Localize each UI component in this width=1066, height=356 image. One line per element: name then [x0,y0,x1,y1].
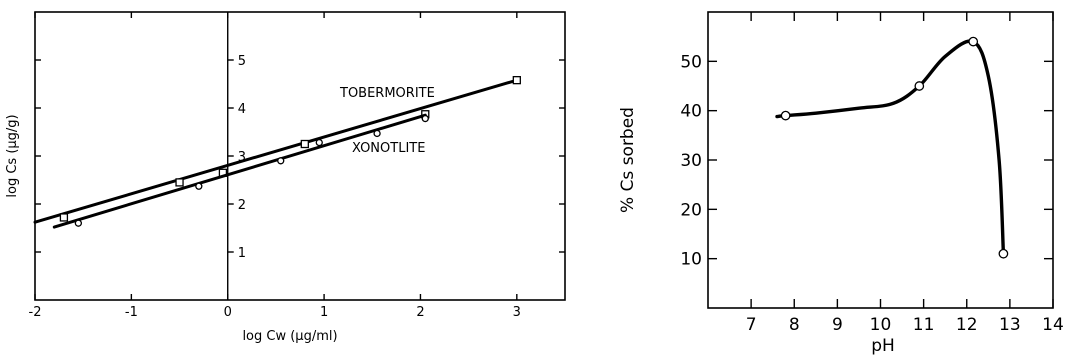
y-tick-label: 5 [238,54,246,69]
y-tick-label: 4 [238,102,246,117]
y-tick-label: 2 [238,198,246,213]
series-tobermorite: TOBERMORITE [33,76,521,224]
data-point-circle [998,248,1009,259]
plot-frame [707,11,1054,309]
data-point-square [59,213,69,222]
series-label: TOBERMORITE [339,86,435,101]
x-tick-label: 9 [832,315,843,335]
data-point-circle [315,138,323,147]
x-tick-label: -1 [125,305,138,320]
y-tick-label: 1 [238,246,246,261]
data-point-square [175,178,184,187]
x-tick-label: 2 [416,305,424,320]
x-tick-label: 11 [913,315,935,335]
x-tick-label: 7 [746,315,757,335]
y-axis-title: log Cs (µg/g) [5,114,20,197]
data-point-circle [421,114,429,123]
fit-line [52,113,427,229]
chart-2: 10 20 30 40 50 7 8 9 10 11 12 13 14 pH % Cs sorbed [618,11,1064,356]
x-tick-label: 10 [870,315,892,335]
data-point-circle [195,182,203,190]
x-tick-label: 3 [513,305,521,320]
data-point-circle [277,157,285,165]
x-axis-title: pH [871,336,895,356]
fit-line [33,78,519,224]
plot-frame [34,11,566,301]
y-tick-label: 20 [680,200,702,220]
data-point-circle [914,81,925,91]
x-tick-label: 1 [320,305,328,320]
chart-1: 1 2 3 4 5 -2 -1 0 1 2 3 log Cw (µg/ml) log Cs (µg/g)… [5,11,566,344]
series-curve [775,39,1006,256]
data-point-circle [74,219,83,227]
y-tick-label: 50 [680,52,702,72]
x-tick-label: 0 [224,305,232,320]
series-label: XONOTLITE [352,141,425,156]
data-point-square [512,76,521,85]
y-tick-label: 40 [680,102,702,122]
y-axis-title: % Cs sorbed [618,107,638,213]
x-tick-label: 12 [956,315,978,335]
y-tick-label: 10 [680,250,702,270]
series-xonotlite: XONOTLITE [52,113,429,229]
data-point-circle [780,110,791,121]
y-tick-label: 3 [238,150,246,165]
data-point-circle [968,36,979,47]
data-point-square [300,139,309,149]
data-point-circle [373,129,381,138]
series-1 [775,36,1009,259]
x-tick-label: 13 [999,315,1021,335]
x-tick-label: 14 [1042,315,1064,335]
y-tick-label: 30 [680,151,702,171]
x-tick-label: -2 [29,305,42,320]
x-tick-label: 8 [789,315,800,335]
x-axis-title: log Cw (µg/ml) [242,329,337,344]
